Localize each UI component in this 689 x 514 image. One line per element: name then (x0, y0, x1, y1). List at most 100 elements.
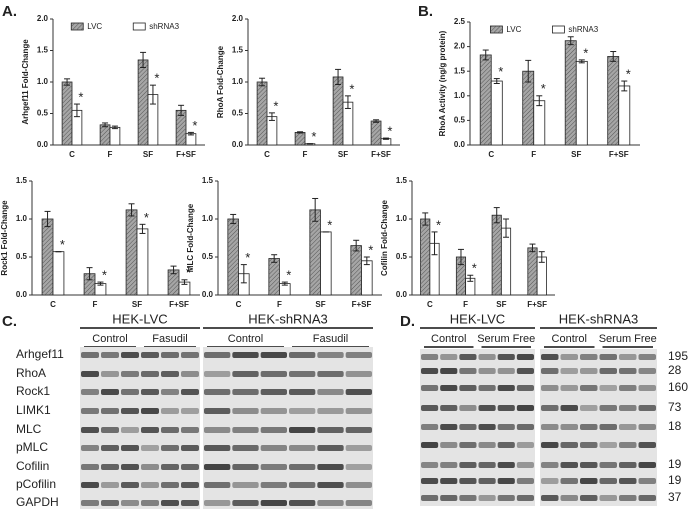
blot-band (289, 352, 316, 358)
blot-band (181, 408, 199, 414)
significance: * (311, 129, 316, 144)
blot-band (541, 495, 559, 501)
blot-band (101, 427, 119, 433)
blot-band (81, 482, 99, 488)
blot-band (101, 389, 119, 395)
significance: * (273, 98, 278, 113)
blot-band (121, 352, 139, 358)
blot-band (541, 385, 559, 391)
significance: * (245, 250, 250, 265)
bar (309, 209, 321, 296)
blot-band (560, 405, 578, 411)
size-label: 195 (668, 349, 688, 363)
blot-band (497, 424, 515, 430)
blot-band (619, 495, 637, 501)
blot-band (345, 352, 372, 358)
blot-band (260, 482, 287, 488)
blot-band (619, 424, 637, 430)
subgroup-label: Fasudil (313, 333, 348, 345)
blot-band (204, 408, 231, 414)
row-label: pCofilin (16, 477, 56, 491)
x-tick-label: F (303, 150, 308, 159)
error-bar (149, 84, 156, 105)
blot-band (516, 478, 534, 484)
blot-band (121, 408, 139, 414)
blot-band (161, 352, 179, 358)
blot-band (478, 368, 496, 374)
blot-band (204, 464, 231, 470)
legend-swatch (552, 25, 565, 34)
blot-band (560, 385, 578, 391)
blot-band (497, 462, 515, 468)
blot-band (580, 478, 598, 484)
blot-band (260, 371, 287, 377)
size-label: 37 (668, 490, 682, 504)
blot-band (181, 445, 199, 451)
blot-band (260, 500, 287, 506)
y-tick-label: 0.0 (202, 290, 214, 299)
blot-band (121, 500, 139, 506)
bar (52, 251, 65, 296)
significance: * (472, 261, 477, 276)
error-bar (422, 212, 429, 226)
blot-band (516, 462, 534, 468)
blot-band (541, 368, 559, 374)
blot-band (541, 354, 559, 360)
blot-band (638, 368, 656, 374)
blot-band (317, 445, 344, 451)
error-bar (187, 131, 194, 136)
blot-band (421, 495, 439, 501)
blot-band (101, 500, 119, 506)
error-bar (621, 80, 628, 92)
group-label: HEK-LVC (112, 311, 167, 326)
bar (490, 80, 503, 146)
y-axis-title: Rock1 Fold-Change (0, 200, 9, 276)
x-tick-label: F (463, 300, 468, 309)
blot-band (478, 385, 496, 391)
bar (125, 209, 138, 296)
bar (420, 218, 431, 296)
x-tick-label: F (277, 300, 282, 309)
error-bar (111, 125, 118, 130)
blot-band (599, 385, 617, 391)
blot-band (497, 442, 515, 448)
error-bar (529, 243, 536, 253)
bar (370, 120, 382, 146)
y-tick-label: 1.0 (16, 214, 28, 223)
blot-band (232, 389, 259, 395)
legend-label: LVC (87, 22, 102, 31)
blot-band (317, 500, 344, 506)
blot-band (81, 427, 99, 433)
blot-band (289, 482, 316, 488)
significance: * (387, 124, 392, 139)
blot-band (478, 405, 496, 411)
significance: * (541, 81, 546, 96)
bar (320, 231, 332, 296)
blot-band (317, 427, 344, 433)
blot-band (478, 442, 496, 448)
blot-band (619, 442, 637, 448)
blot-band (345, 445, 372, 451)
blot-band (478, 462, 496, 468)
y-tick-label: 1.5 (454, 66, 466, 75)
blot-band (478, 354, 496, 360)
blot-band (560, 368, 578, 374)
blot-band (141, 371, 159, 377)
blot-band (599, 442, 617, 448)
blot-band (181, 427, 199, 433)
blot-band (440, 478, 458, 484)
significance: * (368, 242, 373, 257)
significance: * (626, 66, 631, 81)
x-tick-label: SF (338, 150, 348, 159)
error-bar (297, 131, 304, 134)
blot-band (421, 462, 439, 468)
bar (479, 54, 492, 146)
blot-band (459, 405, 477, 411)
blot-band (232, 352, 259, 358)
blot-band (81, 352, 99, 358)
row-label: Arhgef11 (16, 347, 64, 361)
blot-band (141, 389, 159, 395)
x-tick-label: SF (143, 150, 153, 159)
blot-band (421, 405, 439, 411)
